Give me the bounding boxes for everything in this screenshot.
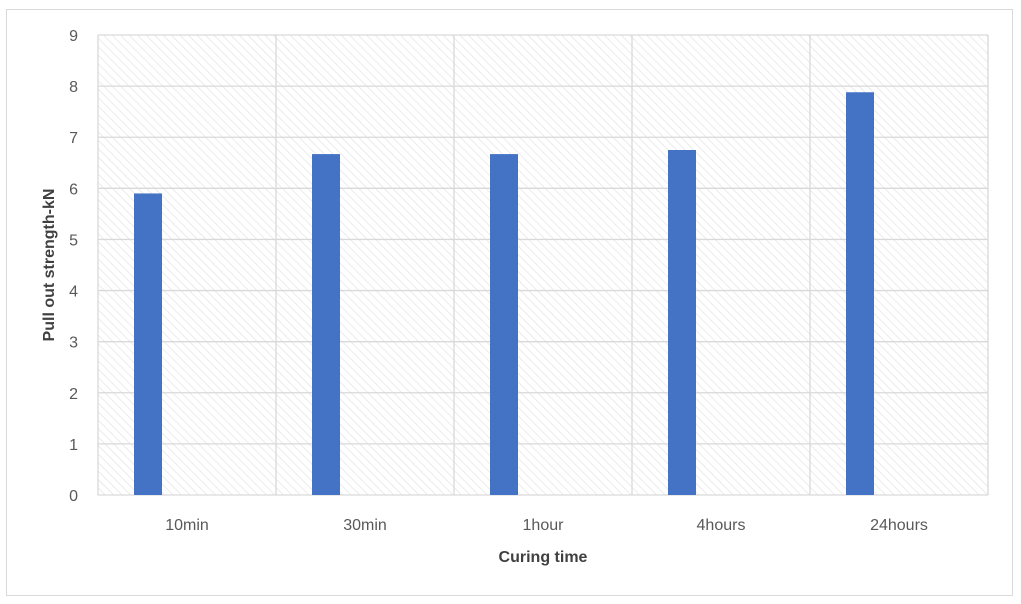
- plot-area: [98, 35, 988, 495]
- x-tick-label: 24hours: [870, 517, 928, 534]
- y-tick-labels: 0 1 2 3 4 5 6 7 8 9: [69, 28, 78, 505]
- x-tick-label: 10min: [165, 517, 209, 534]
- y-tick-label: 7: [69, 130, 78, 147]
- bar-4hours: [668, 150, 696, 495]
- bar-24hours: [846, 92, 874, 495]
- x-axis-title: Curing time: [499, 549, 588, 566]
- y-tick-label: 6: [69, 181, 78, 198]
- y-tick-label: 5: [69, 232, 78, 249]
- gridlines: [97, 34, 989, 496]
- x-tick-label: 4hours: [697, 517, 746, 534]
- bars: [134, 92, 874, 496]
- x-tick-label: 1hour: [523, 517, 565, 534]
- y-axis-title: Pull out strength-kN: [41, 189, 58, 342]
- x-tick-labels: 10min 30min 1hour 4hours 24hours: [165, 517, 928, 534]
- y-tick-label: 1: [69, 437, 78, 454]
- y-tick-label: 8: [69, 79, 78, 96]
- y-tick-label: 3: [69, 335, 78, 352]
- bar-10min: [134, 193, 162, 495]
- bar-30min: [312, 154, 340, 496]
- y-tick-label: 4: [69, 284, 78, 301]
- bar-1hour: [490, 154, 518, 496]
- y-tick-label: 0: [69, 488, 78, 505]
- y-tick-label: 9: [69, 28, 78, 45]
- x-tick-label: 30min: [343, 517, 387, 534]
- y-tick-label: 2: [69, 386, 78, 403]
